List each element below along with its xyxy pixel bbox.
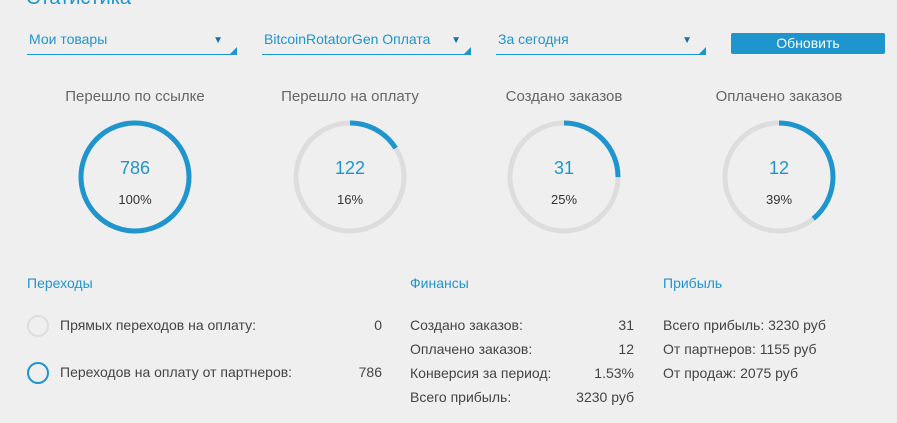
refresh-button[interactable]: Обновить xyxy=(731,33,885,54)
products-select[interactable]: Мои товары ▼ xyxy=(27,27,237,55)
stat-link-clicks: Перешло по ссылке 786 100% xyxy=(35,88,235,234)
mini-ring-icon xyxy=(27,315,49,337)
transitions-row-direct: Прямых переходов на оплату: 0 xyxy=(26,314,382,338)
transitions-row-label: Переходов на оплату от партнеров: xyxy=(60,364,293,380)
select-corner-icon xyxy=(230,47,237,54)
period-select[interactable]: За сегодня ▼ xyxy=(496,27,706,55)
finance-row: Конверсия за период: 1.53% xyxy=(410,365,634,385)
products-select-value: Мои товары xyxy=(29,31,108,47)
progress-ring: 122 16% xyxy=(291,118,409,236)
stat-label: Создано заказов xyxy=(505,88,623,105)
caret-down-icon: ▼ xyxy=(451,35,461,46)
stat-orders-created: Создано заказов 31 25% xyxy=(464,88,664,234)
transitions-row-label: Прямых переходов на оплату: xyxy=(60,317,256,333)
finance-row-label: Конверсия за период: xyxy=(410,365,552,381)
stat-label: Перешло по ссылке xyxy=(65,88,205,105)
transitions-row-partners: Переходов на оплату от партнеров: 786 xyxy=(26,361,382,385)
finance-row-label: Всего прибыль: xyxy=(410,389,512,405)
finance-title: Финансы xyxy=(410,275,469,291)
finance-row: Оплачено заказов: 12 xyxy=(410,341,634,361)
caret-down-icon: ▼ xyxy=(213,35,223,46)
finance-row-value: 31 xyxy=(618,317,634,333)
profit-row-total: Всего прибыль: 3230 руб xyxy=(663,317,826,333)
stat-percent: 100% xyxy=(118,192,152,207)
progress-ring: 12 39% xyxy=(720,118,838,236)
finance-row: Всего прибыль: 3230 руб xyxy=(410,389,634,409)
stat-value: 12 xyxy=(768,158,790,178)
profit-row-sales: От продаж: 2075 руб xyxy=(663,365,798,381)
finance-row-value: 12 xyxy=(618,341,634,357)
period-select-value: За сегодня xyxy=(498,31,569,47)
stat-to-payment: Перешло на оплату 122 16% xyxy=(250,88,450,234)
stat-label: Перешло на оплату xyxy=(281,88,419,105)
profit-row-partners: От партнеров: 1155 руб xyxy=(663,341,817,357)
stat-label: Оплачено заказов xyxy=(715,88,843,105)
finance-row-value: 3230 руб xyxy=(576,389,634,405)
page-title: Статистика xyxy=(26,0,131,10)
product-select[interactable]: BitcoinRotatorGen Оплата ▼ xyxy=(262,27,471,55)
progress-ring: 786 100% xyxy=(76,118,194,236)
stat-orders-paid: Оплачено заказов 12 39% xyxy=(679,88,879,234)
stat-percent: 16% xyxy=(336,192,364,207)
caret-down-icon: ▼ xyxy=(682,35,692,46)
select-corner-icon xyxy=(699,47,706,54)
finance-row: Создано заказов: 31 xyxy=(410,317,634,337)
mini-ring-icon xyxy=(27,362,49,384)
finance-row-label: Создано заказов: xyxy=(410,317,523,333)
stat-percent: 39% xyxy=(765,192,793,207)
transitions-row-value: 786 xyxy=(358,364,382,380)
profit-title: Прибыль xyxy=(663,275,723,291)
select-corner-icon xyxy=(464,47,471,54)
transitions-row-value: 0 xyxy=(374,317,382,333)
progress-ring: 31 25% xyxy=(505,118,623,236)
finance-row-label: Оплачено заказов: xyxy=(410,341,533,357)
transitions-title: Переходы xyxy=(27,275,93,291)
finance-row-value: 1.53% xyxy=(594,365,634,381)
stat-value: 786 xyxy=(119,158,151,178)
stat-percent: 25% xyxy=(550,192,578,207)
stat-value: 122 xyxy=(334,158,366,178)
stat-value: 31 xyxy=(553,158,575,178)
product-select-value: BitcoinRotatorGen Оплата xyxy=(264,31,431,47)
